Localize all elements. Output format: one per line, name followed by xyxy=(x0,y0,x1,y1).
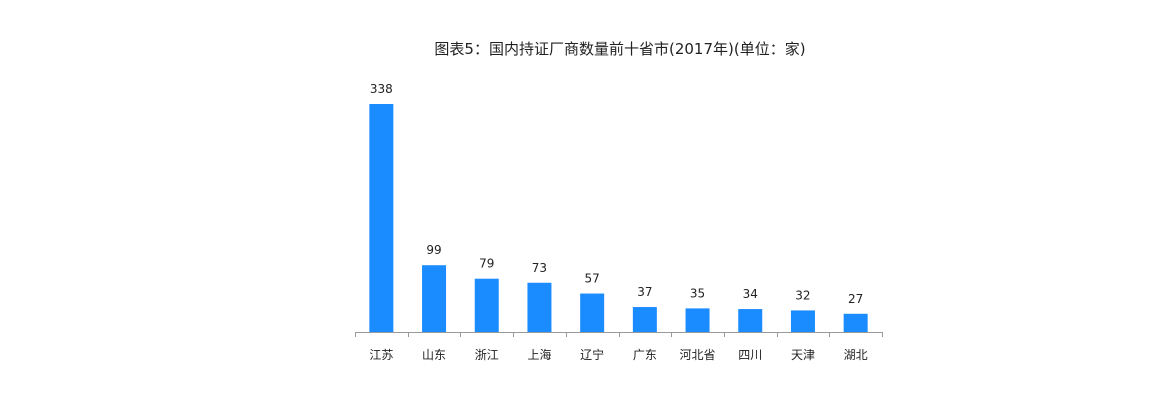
category-label: 辽宁 xyxy=(580,347,604,362)
category-label: 上海 xyxy=(527,347,551,362)
data-label: 34 xyxy=(743,287,758,301)
bar-上海 xyxy=(527,282,552,332)
data-label: 79 xyxy=(479,257,494,271)
data-label: 57 xyxy=(585,272,600,286)
chart-title: 图表5：国内持证厂商数量前十省市(2017年)(单位：家) xyxy=(434,40,806,58)
data-label: 27 xyxy=(848,292,863,306)
category-label: 天津 xyxy=(791,348,815,362)
category-label: 广东 xyxy=(633,348,657,362)
bar-浙江 xyxy=(474,278,499,332)
data-label: 99 xyxy=(426,243,441,257)
data-label: 35 xyxy=(690,286,705,300)
category-label: 山东 xyxy=(422,348,446,362)
data-label: 73 xyxy=(532,261,547,275)
category-label: 四川 xyxy=(738,348,762,362)
data-label: 338 xyxy=(370,82,393,96)
category-label: 湖北 xyxy=(844,347,868,362)
bar-四川 xyxy=(738,309,763,332)
bar-河北省 xyxy=(685,308,710,332)
category-label: 浙江 xyxy=(475,348,499,362)
category-label: 江苏 xyxy=(369,348,393,362)
category-label: 河北省 xyxy=(680,348,716,362)
bar-广东 xyxy=(632,307,657,332)
bar-天津 xyxy=(790,310,815,332)
data-label: 37 xyxy=(637,285,652,299)
bar-辽宁 xyxy=(580,293,605,332)
data-label: 32 xyxy=(795,288,810,302)
bar-湖北 xyxy=(843,313,868,332)
bar-山东 xyxy=(422,265,447,332)
bar-江苏 xyxy=(369,104,394,332)
